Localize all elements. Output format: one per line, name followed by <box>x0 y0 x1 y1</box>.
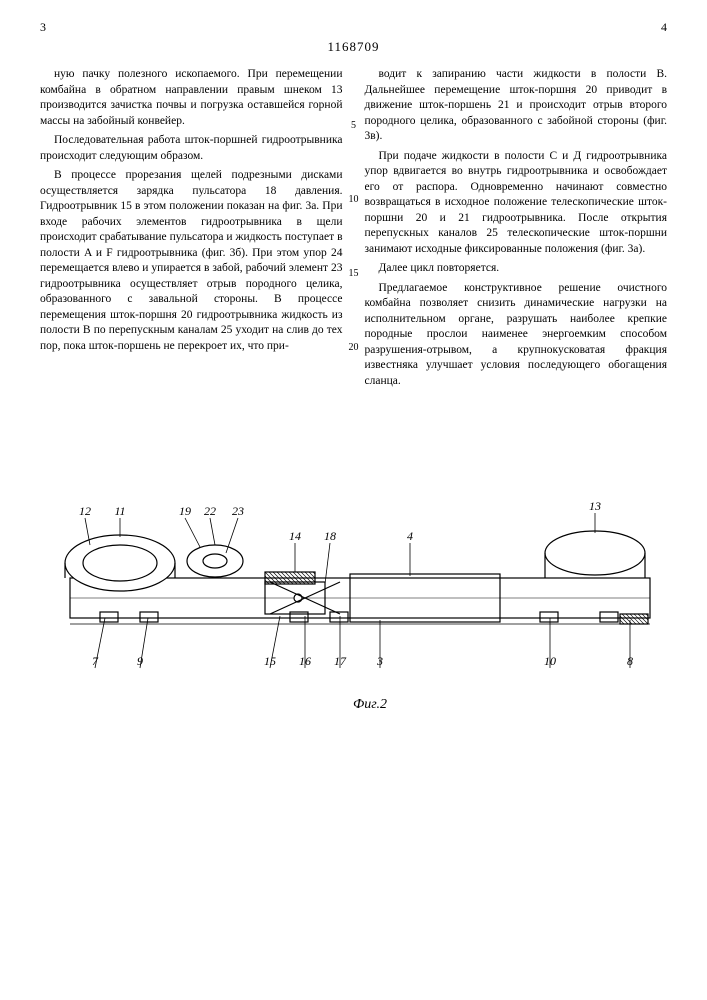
paragraph: В процессе прорезания щелей подрезными д… <box>40 168 343 354</box>
page-num-right: 4 <box>661 20 667 35</box>
svg-text:Фиг.2: Фиг.2 <box>353 697 387 712</box>
svg-text:17: 17 <box>334 654 347 668</box>
text-columns: 5 10 15 20 ную пачку полезного ископаемо… <box>40 67 667 393</box>
svg-text:13: 13 <box>589 499 601 513</box>
line-marker: 15 <box>349 267 359 281</box>
column-right: водит к запиранию части жидкости в полос… <box>365 67 668 393</box>
paragraph: Далее цикл повторяется. <box>365 261 668 277</box>
paragraph: ную пачку полезного ископаемого. При пер… <box>40 67 343 129</box>
svg-text:22: 22 <box>204 504 216 518</box>
line-marker: 5 <box>351 119 356 133</box>
figure-svg: 12 11 19 22 23 14 18 4 13 7 9 15 16 17 3 10 8 Фиг.2 <box>40 443 670 723</box>
svg-text:19: 19 <box>179 504 191 518</box>
svg-text:9: 9 <box>137 654 143 668</box>
paragraph: водит к запиранию части жидкости в полос… <box>365 67 668 145</box>
line-marker: 20 <box>349 341 359 355</box>
svg-text:8: 8 <box>627 654 633 668</box>
svg-text:7: 7 <box>92 654 99 668</box>
figure-2: 12 11 19 22 23 14 18 4 13 7 9 15 16 17 3 10 8 Фиг.2 <box>40 443 667 753</box>
column-left: ную пачку полезного ископаемого. При пер… <box>40 67 343 393</box>
svg-text:23: 23 <box>232 504 244 518</box>
svg-text:12: 12 <box>79 504 91 518</box>
document-number: 1168709 <box>40 39 667 55</box>
svg-text:4: 4 <box>407 529 413 543</box>
svg-text:15: 15 <box>264 654 276 668</box>
paragraph: Предлагаемое конструктивное решение очис… <box>365 281 668 390</box>
svg-text:11: 11 <box>114 504 125 518</box>
svg-text:16: 16 <box>299 654 311 668</box>
page-num-left: 3 <box>40 20 46 35</box>
page: 3 4 1168709 5 10 15 20 ную пачку полезно… <box>0 0 707 773</box>
svg-text:14: 14 <box>289 529 301 543</box>
paragraph: При подаче жидкости в полости C и Д гидр… <box>365 149 668 258</box>
page-header: 3 4 <box>40 20 667 35</box>
svg-text:3: 3 <box>376 654 383 668</box>
line-marker: 10 <box>349 193 359 207</box>
svg-text:18: 18 <box>324 529 336 543</box>
paragraph: Последовательная работа шток-поршней гид… <box>40 133 343 164</box>
svg-text:10: 10 <box>544 654 556 668</box>
